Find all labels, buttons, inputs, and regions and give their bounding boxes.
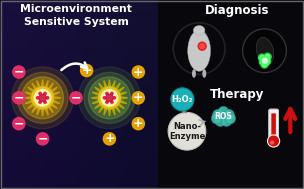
Text: H₂O₂: H₂O₂ bbox=[172, 95, 193, 104]
Circle shape bbox=[265, 59, 269, 64]
Text: −: − bbox=[37, 132, 48, 145]
Text: −: − bbox=[14, 91, 24, 104]
Circle shape bbox=[263, 58, 271, 65]
Circle shape bbox=[44, 101, 46, 103]
Circle shape bbox=[258, 54, 266, 61]
Text: Diagnosis: Diagnosis bbox=[205, 4, 269, 17]
Circle shape bbox=[98, 87, 120, 109]
Circle shape bbox=[111, 92, 113, 95]
Circle shape bbox=[263, 58, 268, 63]
Circle shape bbox=[34, 90, 51, 106]
Circle shape bbox=[215, 115, 226, 126]
Circle shape bbox=[264, 53, 271, 60]
Circle shape bbox=[265, 55, 270, 59]
Circle shape bbox=[268, 135, 280, 147]
Circle shape bbox=[261, 56, 270, 65]
Polygon shape bbox=[24, 80, 61, 116]
Circle shape bbox=[218, 106, 229, 117]
Circle shape bbox=[104, 92, 115, 104]
Circle shape bbox=[39, 92, 41, 95]
Text: −: − bbox=[14, 117, 24, 130]
Text: Microenvironment
Sensitive System: Microenvironment Sensitive System bbox=[20, 4, 132, 27]
Circle shape bbox=[106, 92, 108, 95]
Circle shape bbox=[13, 118, 25, 130]
Circle shape bbox=[200, 44, 205, 49]
Circle shape bbox=[78, 67, 140, 129]
Text: +: + bbox=[104, 132, 115, 145]
Circle shape bbox=[221, 115, 232, 126]
Circle shape bbox=[171, 88, 194, 111]
Circle shape bbox=[260, 56, 264, 60]
Ellipse shape bbox=[256, 37, 274, 64]
Circle shape bbox=[212, 109, 223, 120]
Circle shape bbox=[84, 72, 135, 123]
Ellipse shape bbox=[193, 26, 205, 35]
Circle shape bbox=[36, 133, 49, 145]
Circle shape bbox=[22, 77, 64, 119]
Circle shape bbox=[103, 97, 106, 99]
Circle shape bbox=[103, 133, 116, 145]
Ellipse shape bbox=[188, 30, 210, 71]
Circle shape bbox=[211, 113, 222, 124]
Circle shape bbox=[13, 66, 25, 78]
Circle shape bbox=[39, 94, 46, 101]
Circle shape bbox=[132, 92, 144, 104]
Polygon shape bbox=[91, 80, 128, 116]
Circle shape bbox=[262, 62, 267, 67]
Text: +: + bbox=[133, 91, 143, 104]
Circle shape bbox=[101, 90, 118, 106]
Circle shape bbox=[113, 97, 116, 99]
Circle shape bbox=[106, 94, 113, 101]
Ellipse shape bbox=[202, 69, 206, 78]
Circle shape bbox=[168, 112, 206, 150]
Ellipse shape bbox=[192, 69, 196, 78]
Text: +: + bbox=[81, 64, 92, 77]
Text: ROS: ROS bbox=[215, 112, 232, 122]
Text: Nano-
Enzyme: Nano- Enzyme bbox=[169, 122, 205, 141]
Circle shape bbox=[46, 97, 49, 99]
Text: −: − bbox=[71, 91, 81, 104]
Circle shape bbox=[37, 92, 48, 104]
Text: −: − bbox=[14, 66, 24, 78]
FancyBboxPatch shape bbox=[269, 109, 278, 142]
FancyBboxPatch shape bbox=[271, 113, 276, 139]
Circle shape bbox=[270, 140, 274, 145]
Circle shape bbox=[32, 87, 54, 109]
Circle shape bbox=[132, 66, 144, 78]
Circle shape bbox=[261, 60, 265, 64]
Circle shape bbox=[261, 61, 268, 68]
Circle shape bbox=[88, 77, 130, 119]
Text: +: + bbox=[133, 66, 143, 78]
Circle shape bbox=[198, 42, 206, 50]
Circle shape bbox=[225, 113, 236, 124]
Circle shape bbox=[13, 92, 25, 104]
Circle shape bbox=[259, 58, 267, 66]
Text: +: + bbox=[133, 117, 143, 130]
Circle shape bbox=[81, 64, 93, 77]
Circle shape bbox=[12, 67, 74, 129]
Circle shape bbox=[111, 101, 113, 103]
Text: Therapy: Therapy bbox=[210, 88, 264, 101]
Circle shape bbox=[132, 118, 144, 130]
Circle shape bbox=[44, 92, 46, 95]
Circle shape bbox=[39, 101, 41, 103]
Circle shape bbox=[70, 92, 82, 104]
Circle shape bbox=[36, 97, 39, 99]
Circle shape bbox=[17, 72, 68, 123]
Circle shape bbox=[223, 109, 234, 120]
Circle shape bbox=[243, 29, 286, 73]
Circle shape bbox=[106, 101, 108, 103]
